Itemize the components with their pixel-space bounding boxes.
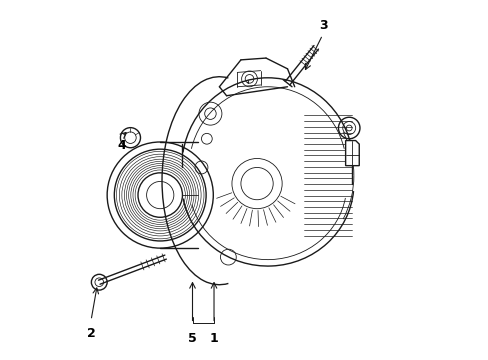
Text: 1: 1 [209,332,218,345]
Text: 2: 2 [86,327,95,340]
Text: 3: 3 [319,19,327,32]
Text: 5: 5 [188,332,197,345]
Polygon shape [345,140,359,166]
Text: 4: 4 [117,139,126,152]
